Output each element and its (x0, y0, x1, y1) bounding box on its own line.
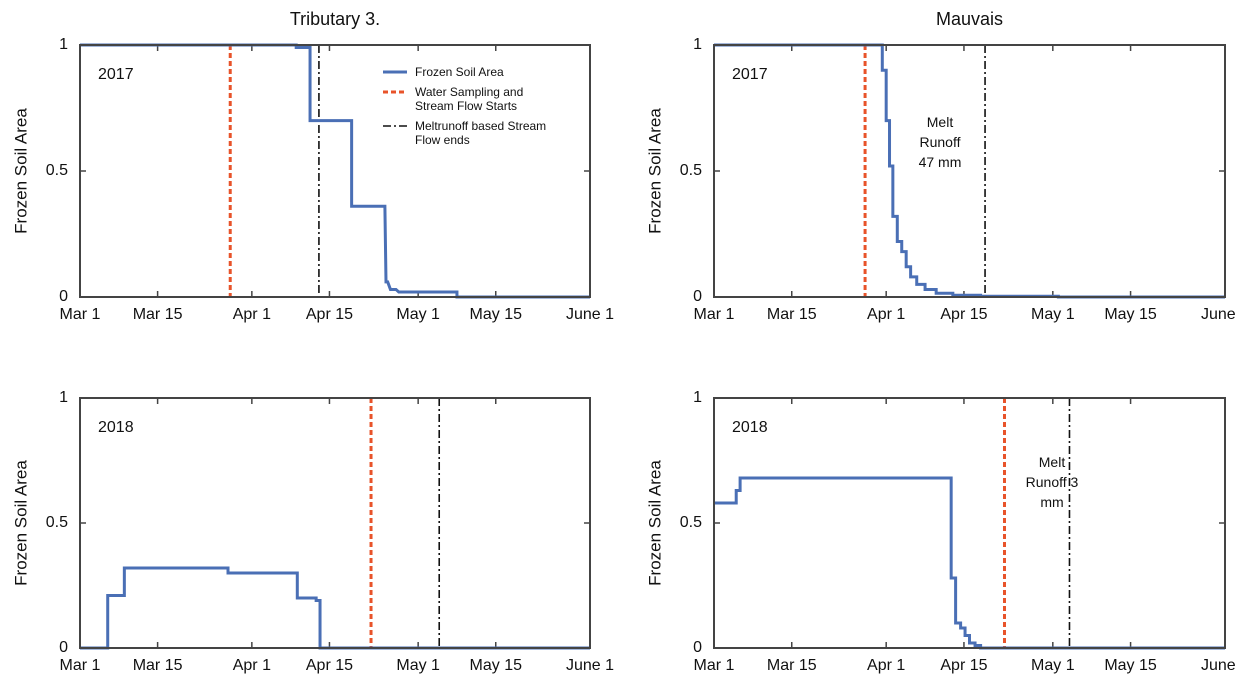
x-tick-label: Mar 15 (133, 657, 183, 674)
x-tick-label: May 1 (1031, 306, 1075, 323)
y-tick-label: 0 (693, 288, 702, 305)
x-tick-label: Apr 1 (867, 657, 905, 674)
x-tick-label: May 15 (470, 306, 523, 323)
x-tick-label: Mar 1 (60, 306, 101, 323)
y-axis-label: Frozen Soil Area (11, 460, 30, 586)
x-tick-label: June 1 (1201, 306, 1237, 323)
y-tick-label: 0.5 (46, 162, 68, 179)
y-tick-label: 0.5 (680, 162, 702, 179)
x-tick-label: Apr 15 (306, 657, 353, 674)
data-line (714, 476, 1225, 650)
year-label: 2018 (98, 419, 134, 436)
panel-title: Mauvais (936, 9, 1003, 29)
x-tick-label: Apr 15 (940, 657, 987, 674)
x-tick-label: Apr 1 (233, 306, 271, 323)
plot-frame (713, 397, 1226, 649)
legend-label: Water Sampling and Stream Flow Starts (415, 85, 524, 113)
annotation: Melt Runoff 3 mm (1025, 454, 1079, 510)
x-tick-label: May 1 (396, 657, 440, 674)
x-tick-label: Mar 1 (694, 306, 735, 323)
x-tick-label: May 1 (1031, 657, 1075, 674)
x-tick-label: Apr 15 (306, 306, 353, 323)
year-label: 2017 (98, 66, 134, 83)
y-tick-label: 0 (693, 639, 702, 656)
x-tick-label: Apr 1 (233, 657, 271, 674)
x-tick-label: May 15 (1104, 657, 1157, 674)
plot-frame (79, 44, 591, 298)
x-tick-label: May 15 (470, 657, 523, 674)
x-tick-label: June 1 (1201, 657, 1237, 674)
y-tick-label: 1 (693, 36, 702, 53)
y-axis-label: Frozen Soil Area (645, 108, 664, 234)
year-label: 2018 (732, 419, 768, 436)
y-axis-label: Frozen Soil Area (645, 460, 664, 586)
panel-title: Tributary 3. (290, 9, 380, 29)
year-label: 2017 (732, 66, 768, 83)
y-tick-label: 0.5 (680, 514, 702, 531)
y-tick-label: 1 (693, 389, 702, 406)
x-tick-label: June 1 (566, 657, 614, 674)
x-tick-label: May 15 (1104, 306, 1157, 323)
y-tick-label: 0 (59, 288, 68, 305)
y-tick-label: 0 (59, 639, 68, 656)
data-line (80, 566, 590, 650)
y-tick-label: 1 (59, 389, 68, 406)
data-line (80, 43, 590, 299)
data-line (714, 43, 1225, 299)
x-tick-label: Mar 1 (60, 657, 101, 674)
y-tick-label: 1 (59, 36, 68, 53)
y-axis-label: Frozen Soil Area (11, 108, 30, 234)
y-tick-label: 0.5 (46, 514, 68, 531)
x-tick-label: Mar 15 (133, 306, 183, 323)
x-tick-label: Mar 15 (767, 306, 817, 323)
legend-label: Frozen Soil Area (415, 65, 504, 79)
x-tick-label: Mar 15 (767, 657, 817, 674)
x-tick-label: June 1 (566, 306, 614, 323)
x-tick-label: Apr 1 (867, 306, 905, 323)
x-tick-label: Apr 15 (940, 306, 987, 323)
annotation: Melt Runoff 47 mm (918, 114, 962, 170)
plot-frame (713, 44, 1226, 298)
legend-label: Meltrunoff based Stream Flow ends (415, 119, 547, 147)
x-tick-label: Mar 1 (694, 657, 735, 674)
plot-frame (79, 397, 591, 649)
x-tick-label: May 1 (396, 306, 440, 323)
